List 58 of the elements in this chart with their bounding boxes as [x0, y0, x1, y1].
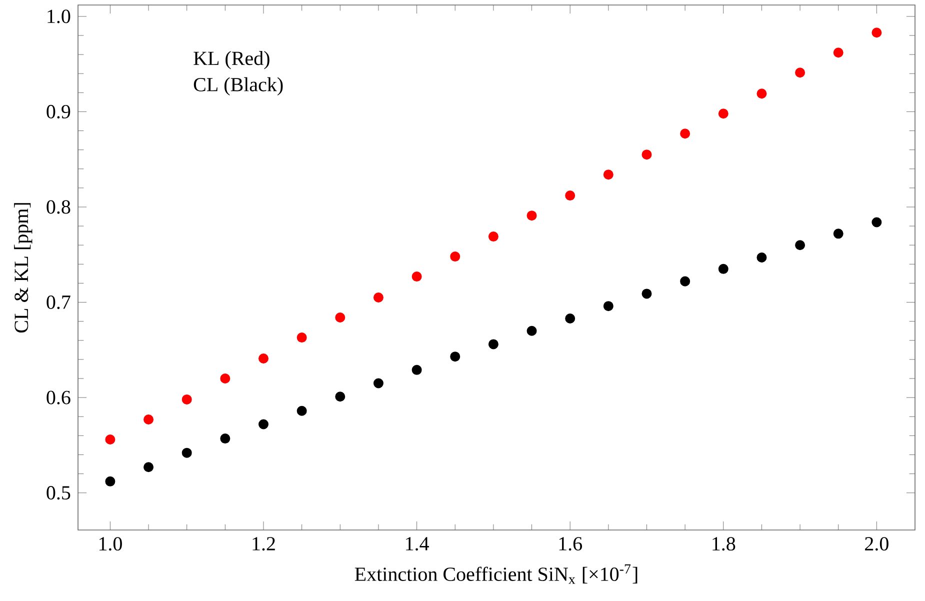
- point: [565, 313, 576, 324]
- point: [756, 88, 767, 99]
- x-tick-label: 1.2: [252, 537, 275, 551]
- y-tick-label: 0.7: [46, 295, 70, 310]
- point: [833, 48, 844, 58]
- y-tick-label: 0.5: [46, 486, 70, 500]
- x-tick-label: 1.4: [406, 537, 429, 551]
- point: [488, 232, 498, 242]
- point: [795, 68, 806, 78]
- x-tick-label: 1.8: [712, 537, 736, 551]
- point: [335, 312, 346, 323]
- point: [412, 272, 422, 282]
- y-axis-title: CL & KL [ppm]: [14, 203, 32, 333]
- point: [144, 462, 154, 472]
- y-tick-label: 0.6: [46, 390, 70, 404]
- point: [872, 28, 882, 38]
- x-axis-title: Extinction Coefficient SiN$_{x}$ [×10$^{-7}$]: [354, 564, 638, 584]
- annotation: KL (Red): [194, 51, 270, 70]
- point: [373, 292, 384, 303]
- point: [680, 128, 690, 139]
- point: [642, 288, 652, 299]
- point: [488, 339, 498, 350]
- point: [220, 434, 230, 444]
- point: [296, 332, 307, 343]
- point: [373, 378, 384, 388]
- x-tick-label: 1.0: [99, 537, 122, 551]
- point: [296, 406, 307, 416]
- point: [795, 240, 806, 250]
- point: [144, 414, 154, 424]
- point: [603, 301, 614, 312]
- point: [450, 252, 460, 262]
- point: [258, 353, 268, 364]
- annotation: CL (Black): [194, 77, 283, 96]
- point: [105, 434, 116, 444]
- point: [642, 150, 652, 160]
- point: [718, 264, 728, 274]
- y-tick-label: 0.8: [46, 200, 70, 214]
- point: [220, 374, 230, 384]
- y-tick-label: 0.9: [46, 104, 70, 119]
- point: [718, 108, 728, 119]
- x-tick-label: 2.0: [865, 537, 888, 551]
- point: [680, 276, 690, 286]
- point: [526, 210, 537, 221]
- point: [872, 217, 882, 228]
- point: [258, 419, 268, 430]
- point: [335, 392, 346, 402]
- point: [450, 352, 460, 362]
- point: [105, 476, 116, 486]
- point: [603, 170, 614, 180]
- point: [182, 394, 192, 404]
- y-tick-label: 1.0: [48, 10, 70, 24]
- point: [833, 228, 844, 239]
- point: [756, 252, 767, 262]
- point: [565, 190, 576, 201]
- point: [182, 448, 192, 458]
- x-tick-label: 1.6: [559, 537, 582, 551]
- point: [526, 326, 537, 336]
- point: [412, 364, 422, 375]
